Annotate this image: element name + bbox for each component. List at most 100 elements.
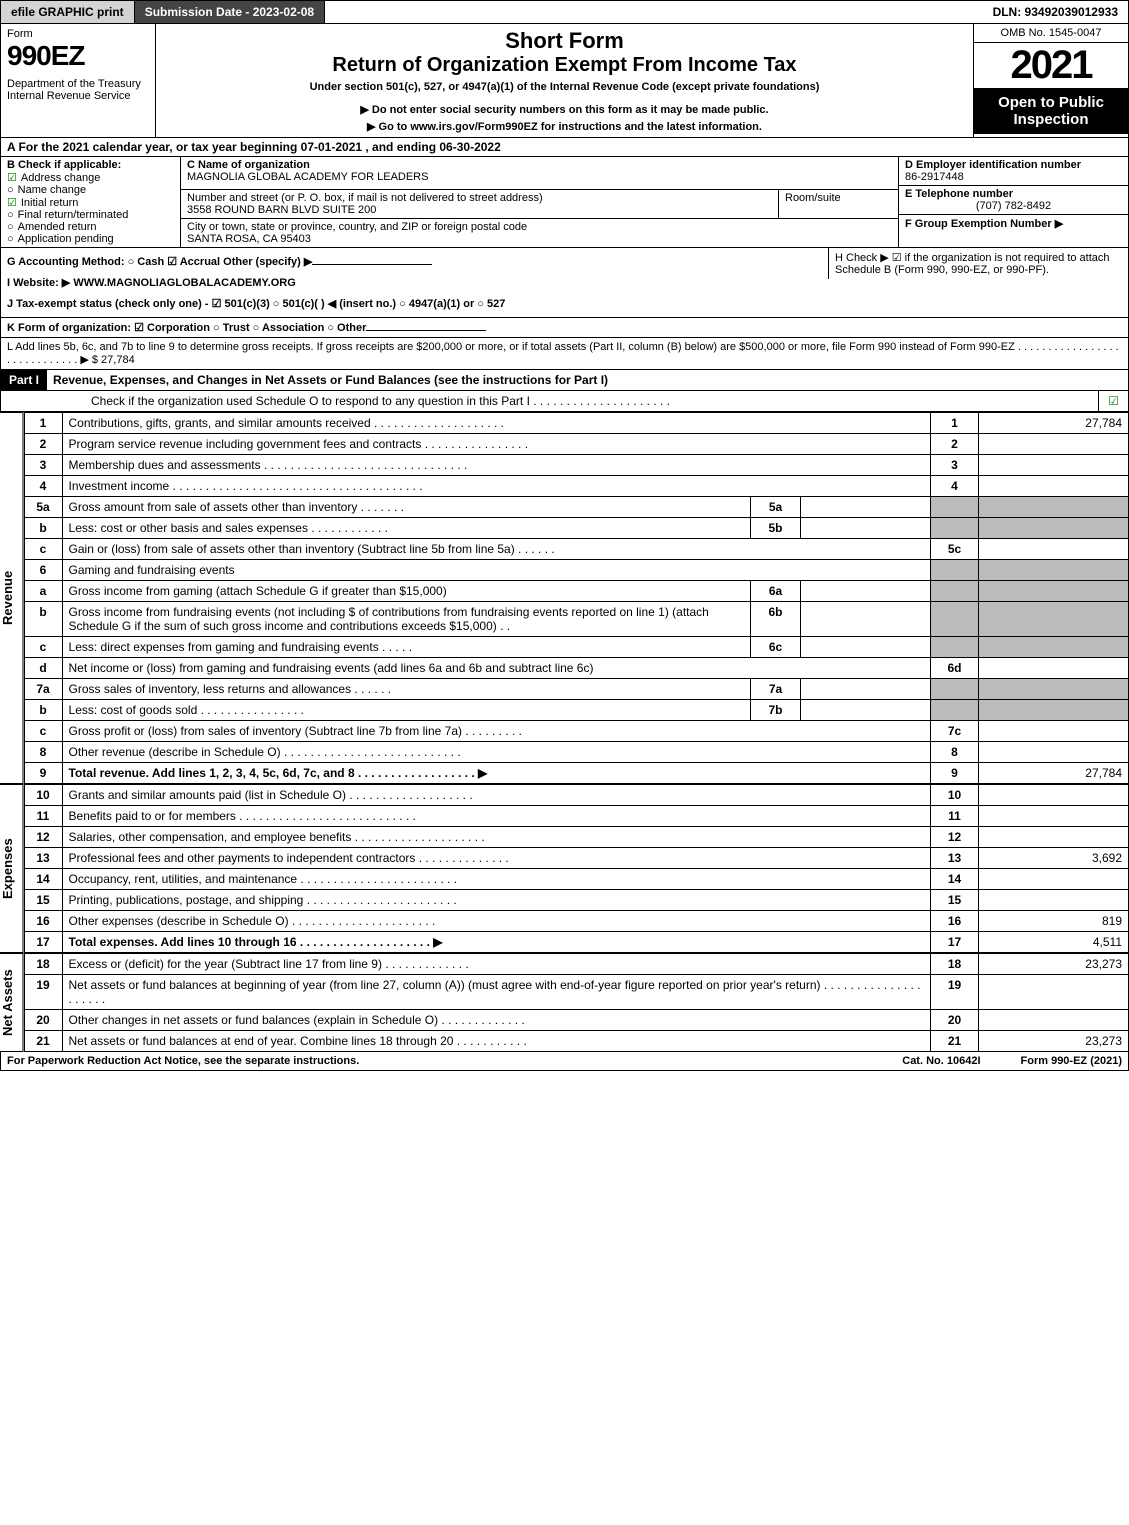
subtitle-501c: Under section 501(c), 527, or 4947(a)(1)… [162,81,967,93]
expenses-label: Expenses [0,784,24,953]
chk-name[interactable]: ○Name change [7,184,174,196]
checkbox-icon: ○ [7,233,14,245]
org-city: SANTA ROSA, CA 95403 [187,233,311,245]
revenue-section: Revenue 1Contributions, gifts, grants, a… [0,412,1129,784]
table-row: 10Grants and similar amounts paid (list … [24,785,1128,806]
table-row: 3Membership dues and assessments . . . .… [24,455,1128,476]
table-row: cGain or (loss) from sale of assets othe… [24,539,1128,560]
checkbox-icon: ○ [7,209,14,221]
part-1-header: Part I Revenue, Expenses, and Changes in… [0,370,1129,391]
part-label: Part I [1,370,47,390]
table-row: cLess: direct expenses from gaming and f… [24,637,1128,658]
room-label: Room/suite [785,192,841,204]
section-g: G Accounting Method: ○ Cash ☑ Accrual Ot… [7,256,312,268]
table-row: bGross income from fundraising events (n… [24,602,1128,637]
section-j: J Tax-exempt status (check only one) - ☑… [7,298,505,310]
sections-g-h: G Accounting Method: ○ Cash ☑ Accrual Ot… [0,248,1129,318]
table-row: 5aGross amount from sale of assets other… [24,497,1128,518]
expenses-table: 10Grants and similar amounts paid (list … [24,784,1129,953]
table-row: 9Total revenue. Add lines 1, 2, 3, 4, 5c… [24,763,1128,784]
table-row: 7aGross sales of inventory, less returns… [24,679,1128,700]
table-row: 1Contributions, gifts, grants, and simil… [24,413,1128,434]
table-row: 20Other changes in net assets or fund ba… [24,1010,1128,1031]
table-row: 15Printing, publications, postage, and s… [24,890,1128,911]
table-row: cGross profit or (loss) from sales of in… [24,721,1128,742]
table-row: 4Investment income . . . . . . . . . . .… [24,476,1128,497]
page-footer: For Paperwork Reduction Act Notice, see … [0,1052,1129,1071]
section-i: I Website: ▶ WWW.MAGNOLIAGLOBALACADEMY.O… [7,277,296,289]
main-title: Return of Organization Exempt From Incom… [162,54,967,77]
table-row: 21Net assets or fund balances at end of … [24,1031,1128,1052]
table-row: 19Net assets or fund balances at beginni… [24,975,1128,1010]
subtitle-goto: ▶ Go to www.irs.gov/Form990EZ for instru… [162,120,967,133]
sections-d-e-f: D Employer identification number86-29174… [898,157,1128,247]
table-row: 6Gaming and fundraising events [24,560,1128,581]
table-row: 18Excess or (deficit) for the year (Subt… [24,954,1128,975]
section-k: K Form of organization: ☑ Corporation ○ … [0,318,1129,338]
top-bar: efile GRAPHIC print Submission Date - 20… [0,0,1129,24]
section-l: L Add lines 5b, 6c, and 7b to line 9 to … [0,338,1129,370]
org-name: MAGNOLIA GLOBAL ACADEMY FOR LEADERS [187,171,428,183]
section-c: C Name of organization MAGNOLIA GLOBAL A… [181,157,898,247]
dln: DLN: 93492039012933 [983,1,1128,23]
netassets-section: Net Assets 18Excess or (deficit) for the… [0,953,1129,1052]
chk-pending[interactable]: ○Application pending [7,233,174,245]
checkbox-icon: ○ [7,221,14,233]
table-row: 11Benefits paid to or for members . . . … [24,806,1128,827]
telephone: (707) 782-8492 [905,200,1122,212]
footer-catno: Cat. No. 10642I [902,1055,980,1067]
table-row: 17Total expenses. Add lines 10 through 1… [24,932,1128,953]
table-row: 13Professional fees and other payments t… [24,848,1128,869]
open-to-public: Open to Public Inspection [974,88,1128,134]
table-row: 12Salaries, other compensation, and empl… [24,827,1128,848]
revenue-label: Revenue [0,412,24,784]
footer-form: Form 990-EZ (2021) [1021,1055,1122,1067]
d-ein-label: D Employer identification number [905,159,1081,171]
section-h: H Check ▶ ☑ if the organization is not r… [828,248,1128,279]
chk-final[interactable]: ○Final return/terminated [7,209,174,221]
c-city-label: City or town, state or province, country… [187,221,527,233]
table-row: 8Other revenue (describe in Schedule O) … [24,742,1128,763]
short-form-title: Short Form [162,28,967,54]
c-name-label: C Name of organization [187,159,310,171]
section-b-label: B Check if applicable: [7,159,174,171]
expenses-section: Expenses 10Grants and similar amounts pa… [0,784,1129,953]
ein: 86-2917448 [905,171,964,183]
submission-date: Submission Date - 2023-02-08 [135,1,325,23]
section-b: B Check if applicable: ☑Address change ○… [1,157,181,247]
part-1-check: Check if the organization used Schedule … [0,391,1129,412]
form-header: Form 990EZ Department of the Treasury In… [0,24,1129,138]
table-row: 14Occupancy, rent, utilities, and mainte… [24,869,1128,890]
checkbox-icon: ○ [7,184,14,196]
part-check-icon[interactable]: ☑ [1098,391,1128,411]
e-tel-label: E Telephone number [905,188,1013,200]
footer-left: For Paperwork Reduction Act Notice, see … [7,1055,359,1067]
tax-year: 2021 [974,43,1128,88]
table-row: bLess: cost of goods sold . . . . . . . … [24,700,1128,721]
f-group-label: F Group Exemption Number ▶ [905,218,1063,230]
c-addr-label: Number and street (or P. O. box, if mail… [187,192,543,204]
table-row: bLess: cost or other basis and sales exp… [24,518,1128,539]
section-a: A For the 2021 calendar year, or tax yea… [0,138,1129,157]
revenue-table: 1Contributions, gifts, grants, and simil… [24,412,1129,784]
department: Department of the Treasury Internal Reve… [7,78,149,102]
table-row: aGross income from gaming (attach Schedu… [24,581,1128,602]
sections-b-to-f: B Check if applicable: ☑Address change ○… [0,157,1129,248]
form-number: 990EZ [7,40,149,72]
part-check-text: Check if the organization used Schedule … [1,391,1098,411]
chk-initial[interactable]: ☑Initial return [7,196,174,209]
checkbox-icon: ☑ [7,172,17,184]
netassets-label: Net Assets [0,953,24,1052]
netassets-table: 18Excess or (deficit) for the year (Subt… [24,953,1129,1052]
chk-address[interactable]: ☑Address change [7,171,174,184]
omb-number: OMB No. 1545-0047 [974,24,1128,43]
chk-amended[interactable]: ○Amended return [7,221,174,233]
efile-label[interactable]: efile GRAPHIC print [1,1,135,23]
org-address: 3558 ROUND BARN BLVD SUITE 200 [187,204,376,216]
part-title: Revenue, Expenses, and Changes in Net As… [47,370,1128,390]
form-label: Form [7,28,149,40]
checkbox-icon: ☑ [7,197,17,209]
table-row: 16Other expenses (describe in Schedule O… [24,911,1128,932]
table-row: dNet income or (loss) from gaming and fu… [24,658,1128,679]
table-row: 2Program service revenue including gover… [24,434,1128,455]
